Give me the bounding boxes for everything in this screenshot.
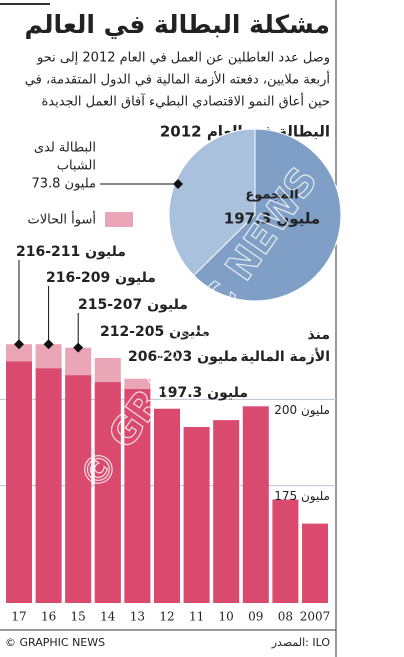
bar bbox=[213, 420, 240, 603]
bar bbox=[272, 499, 299, 603]
range-label: 206-203 مليون bbox=[128, 349, 238, 365]
x-tick-label: 17 bbox=[11, 610, 26, 624]
y-tick-label: 175 مليون bbox=[274, 489, 330, 504]
range-label: 212-205 مليون bbox=[100, 324, 210, 340]
bar bbox=[35, 368, 62, 603]
x-tick-label: 11 bbox=[189, 610, 204, 624]
y-tick-label: 200 مليون bbox=[274, 403, 330, 418]
pie-label: المجموع bbox=[245, 188, 298, 203]
marker bbox=[173, 179, 183, 189]
legend-swatch bbox=[105, 212, 133, 227]
bar bbox=[183, 427, 210, 603]
bar bbox=[302, 523, 328, 603]
x-tick-label: 09 bbox=[248, 610, 263, 624]
bar bbox=[6, 361, 32, 603]
range-label: 216-209 مليون bbox=[46, 270, 156, 286]
marker bbox=[73, 342, 84, 353]
x-tick-label: 12 bbox=[159, 610, 174, 624]
pie-label: الشباب bbox=[57, 159, 96, 174]
x-tick-label: 16 bbox=[41, 610, 56, 624]
pie-label: البطالة لدى bbox=[34, 141, 96, 156]
range-label: 215-207 مليون bbox=[78, 297, 188, 313]
pie-value-label: 73.8 مليون bbox=[31, 177, 96, 192]
x-tick-label: 14 bbox=[100, 610, 116, 624]
marker bbox=[14, 339, 24, 350]
x-tick-label: 2007 bbox=[300, 610, 331, 624]
marker bbox=[43, 339, 54, 350]
x-tick-label: 10 bbox=[219, 610, 234, 624]
x-tick-label: 08 bbox=[278, 610, 293, 624]
credit: © GRAPHIC NEWS bbox=[5, 636, 105, 649]
bar bbox=[65, 375, 92, 603]
bar bbox=[124, 389, 151, 603]
source: المصدر: ILO bbox=[271, 636, 331, 649]
legend-label: أسوأ الحالات bbox=[27, 211, 96, 228]
pie-value-label: 197.3 مليون bbox=[224, 210, 320, 228]
value-label: 197.3 مليون bbox=[158, 385, 248, 401]
x-tick-label: 13 bbox=[130, 610, 145, 624]
subtitle: حين أعاق النمو الاقتصادي البطيء آفاق الع… bbox=[41, 93, 330, 110]
subtitle: وصل عدد العاطلين عن العمل في العام 2012 … bbox=[36, 51, 330, 66]
title: مشكلة البطالة في العالم bbox=[25, 10, 331, 39]
bar bbox=[154, 408, 180, 603]
annotation: منذ bbox=[308, 327, 330, 343]
annotation: الأزمة المالية bbox=[241, 348, 330, 365]
range-label: 216-211 مليون bbox=[16, 244, 126, 260]
x-tick-label: 15 bbox=[71, 610, 86, 624]
bar bbox=[242, 406, 269, 603]
bar bbox=[94, 382, 121, 603]
subtitle: أربعة ملايين، دفعته الأزمة المالية في ال… bbox=[25, 71, 330, 88]
